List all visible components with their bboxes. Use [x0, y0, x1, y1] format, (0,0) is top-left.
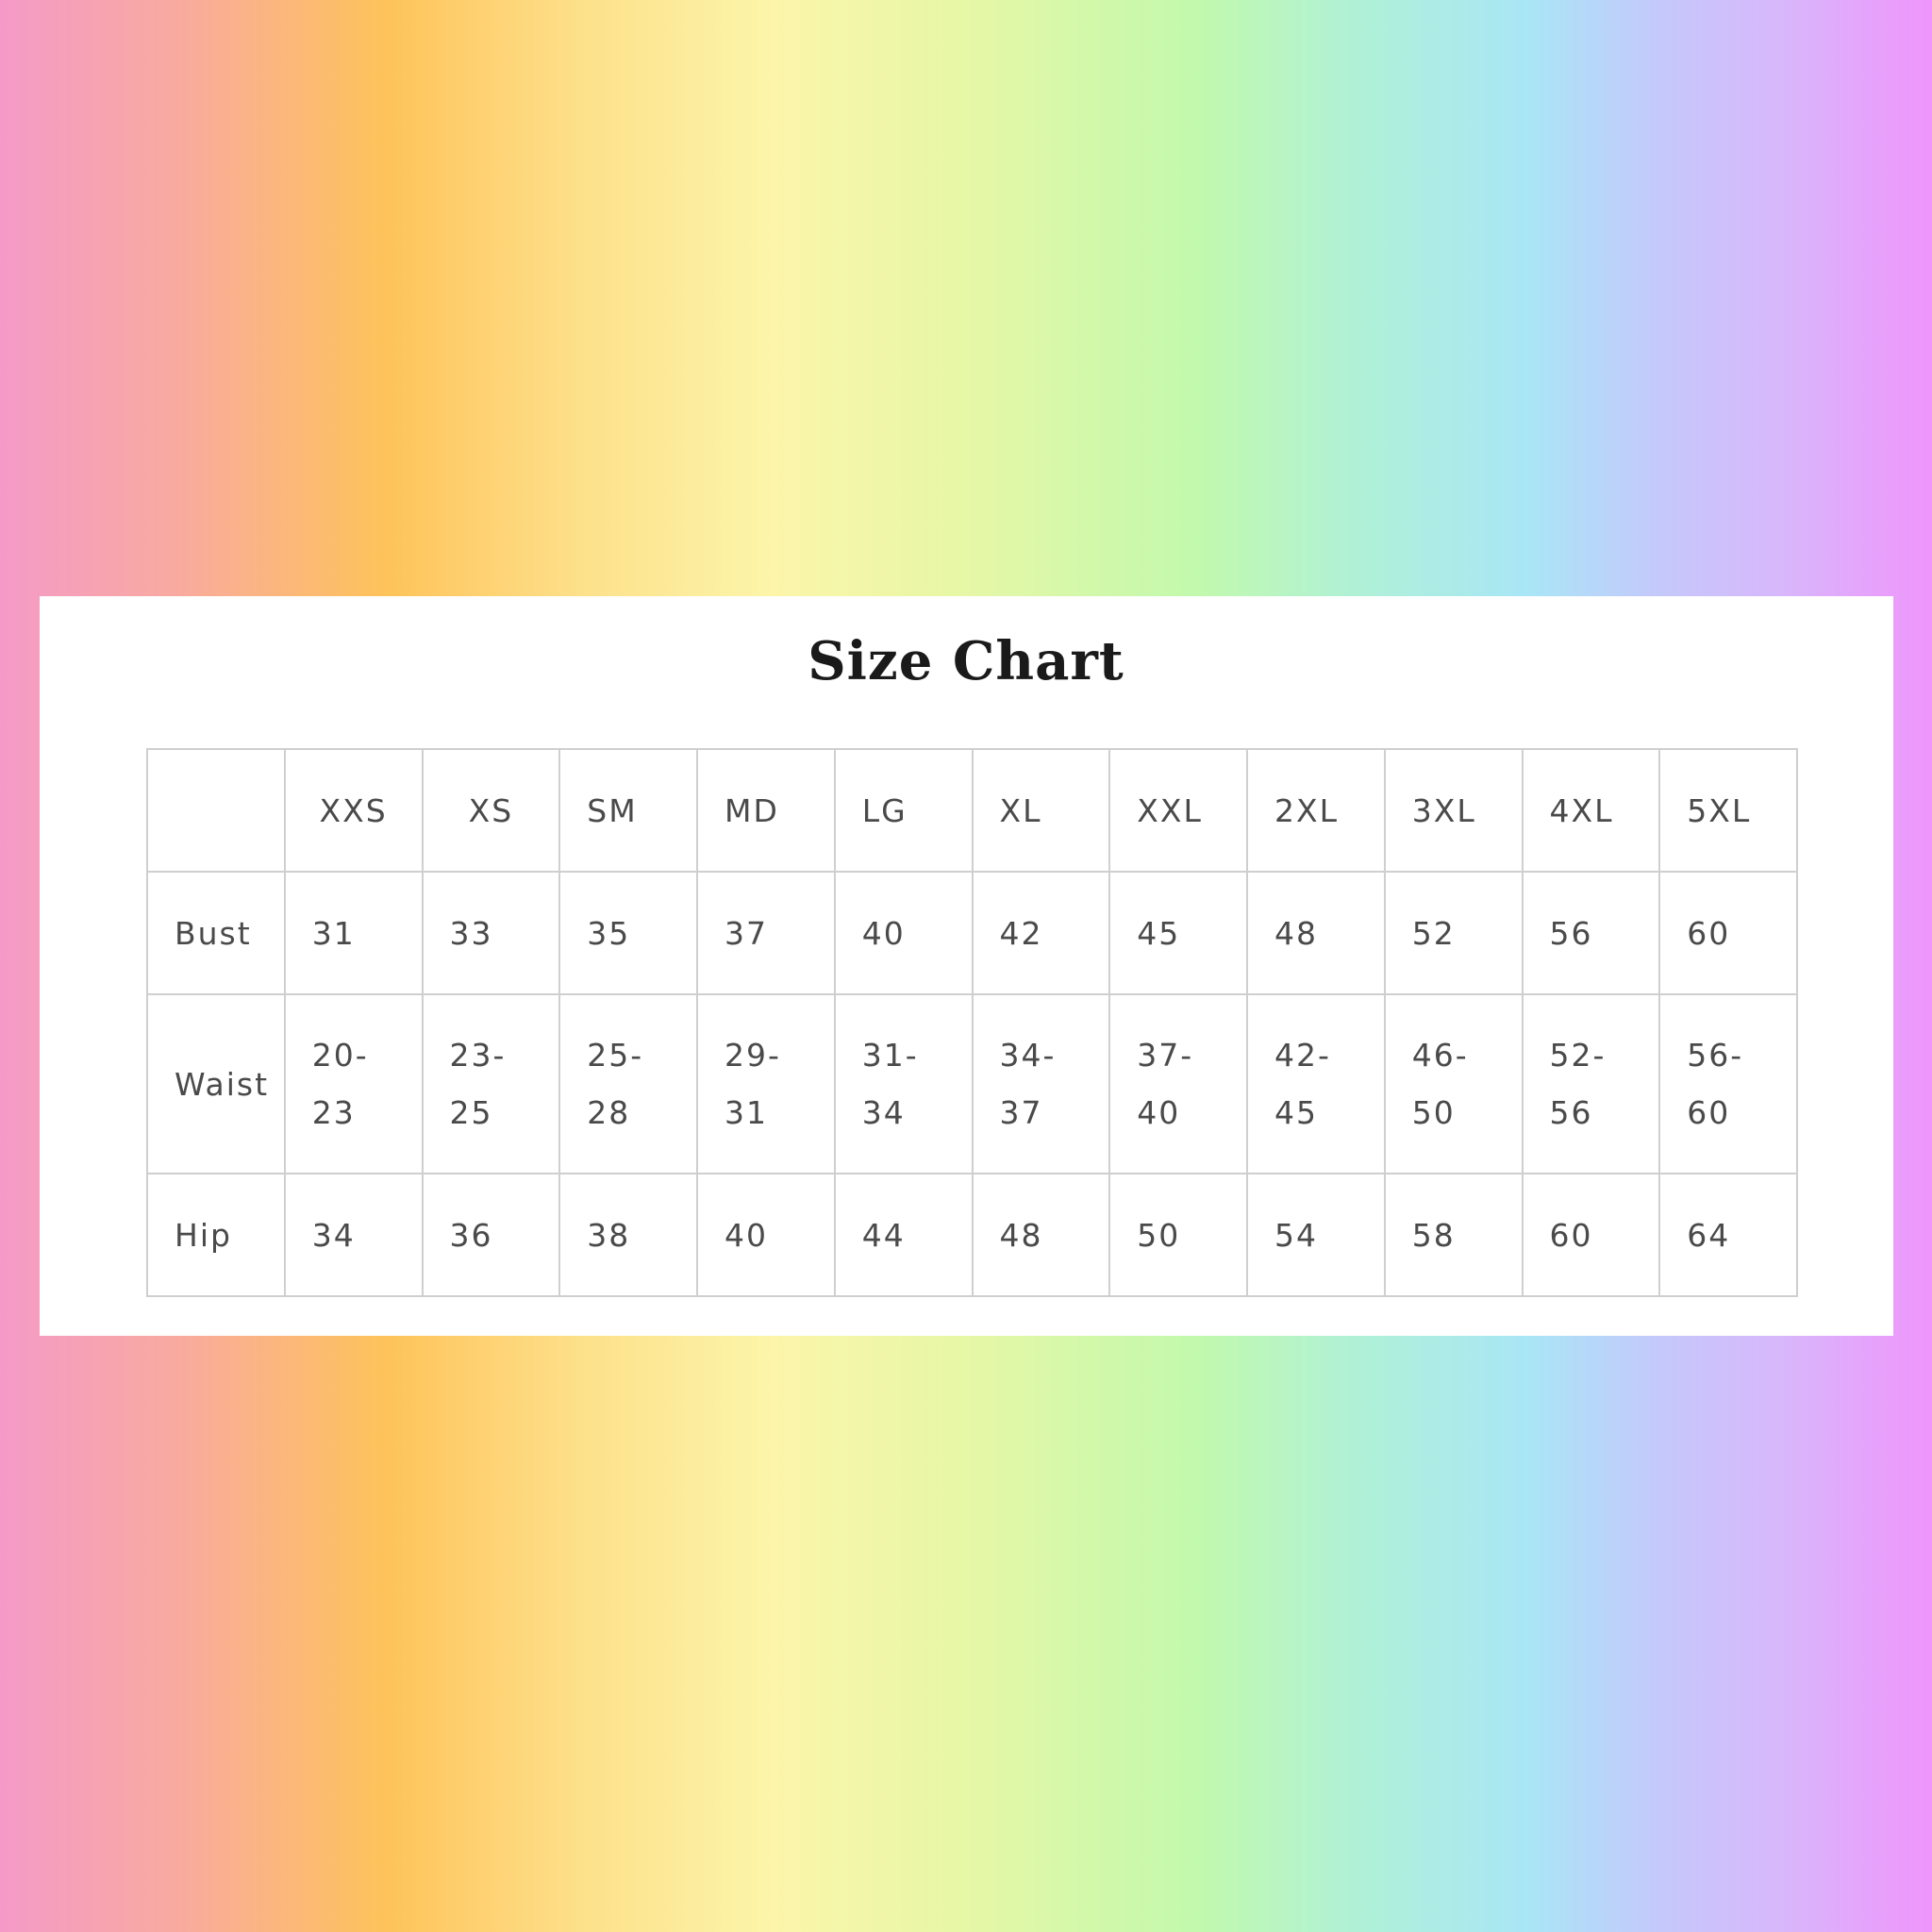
table-cell: 40: [833, 871, 974, 995]
table-cell: 34: [283, 1173, 424, 1297]
table-cell: 56: [1521, 871, 1661, 995]
table-cell: 58: [1383, 1173, 1524, 1297]
table-cell: 42- 45: [1246, 993, 1386, 1174]
table-cell: 31- 34: [833, 993, 974, 1174]
table-cell: 50: [1108, 1173, 1248, 1297]
table-cell: 54: [1246, 1173, 1386, 1297]
header-cell: SM: [558, 748, 698, 873]
page-title: Size Chart: [808, 630, 1124, 692]
row-label: Bust: [146, 871, 286, 995]
table-cell: 46- 50: [1383, 993, 1524, 1174]
table-cell: 44: [833, 1173, 974, 1297]
header-cell: XXS: [283, 748, 424, 873]
table-cell: 34- 37: [971, 993, 1111, 1174]
header-cell: 2XL: [1246, 748, 1386, 873]
header-cell: 3XL: [1383, 748, 1524, 873]
table-cell: 29- 31: [696, 993, 836, 1174]
table-cell: 42: [971, 871, 1111, 995]
table-cell: 56- 60: [1658, 993, 1798, 1174]
table-cell: 31: [283, 871, 424, 995]
size-chart-table: XXS XS SM MD LG XL XXL 2XL 3XL 4XL 5XL Bust 31 33 35 37…: [146, 748, 1798, 1297]
table-cell: 52: [1383, 871, 1524, 995]
table-cell: 36: [421, 1173, 561, 1297]
header-cell: 4XL: [1521, 748, 1661, 873]
header-row: XXS XS SM MD LG XL XXL 2XL 3XL 4XL 5XL: [146, 748, 1798, 873]
table-row: Waist 20- 23 23- 25 25- 28 29- 31 31- 34 34- 3…: [146, 993, 1798, 1174]
table-cell: 45: [1108, 871, 1248, 995]
header-cell: [146, 748, 286, 873]
table-cell: 48: [1246, 871, 1386, 995]
table-cell: 64: [1658, 1173, 1798, 1297]
row-label: Hip: [146, 1173, 286, 1297]
header-cell: XS: [421, 748, 561, 873]
table-cell: 20- 23: [283, 993, 424, 1174]
table-cell: 25- 28: [558, 993, 698, 1174]
table-cell: 38: [558, 1173, 698, 1297]
table-cell: 48: [971, 1173, 1111, 1297]
table-row: Bust 31 33 35 37 40 42 45 48 52 56 60: [146, 871, 1798, 995]
header-cell: XXL: [1108, 748, 1248, 873]
table-cell: 33: [421, 871, 561, 995]
table-cell: 37: [696, 871, 836, 995]
row-label: Waist: [146, 993, 286, 1174]
header-cell: MD: [696, 748, 836, 873]
header-cell: LG: [833, 748, 974, 873]
table-cell: 23- 25: [421, 993, 561, 1174]
table-row: Hip 34 36 38 40 44 48 50 54 58 60 64: [146, 1173, 1798, 1297]
table-cell: 40: [696, 1173, 836, 1297]
table-cell: 37- 40: [1108, 993, 1248, 1174]
header-cell: 5XL: [1658, 748, 1798, 873]
table-cell: 35: [558, 871, 698, 995]
header-cell: XL: [971, 748, 1111, 873]
table-cell: 52- 56: [1521, 993, 1661, 1174]
table-cell: 60: [1521, 1173, 1661, 1297]
table-cell: 60: [1658, 871, 1798, 995]
